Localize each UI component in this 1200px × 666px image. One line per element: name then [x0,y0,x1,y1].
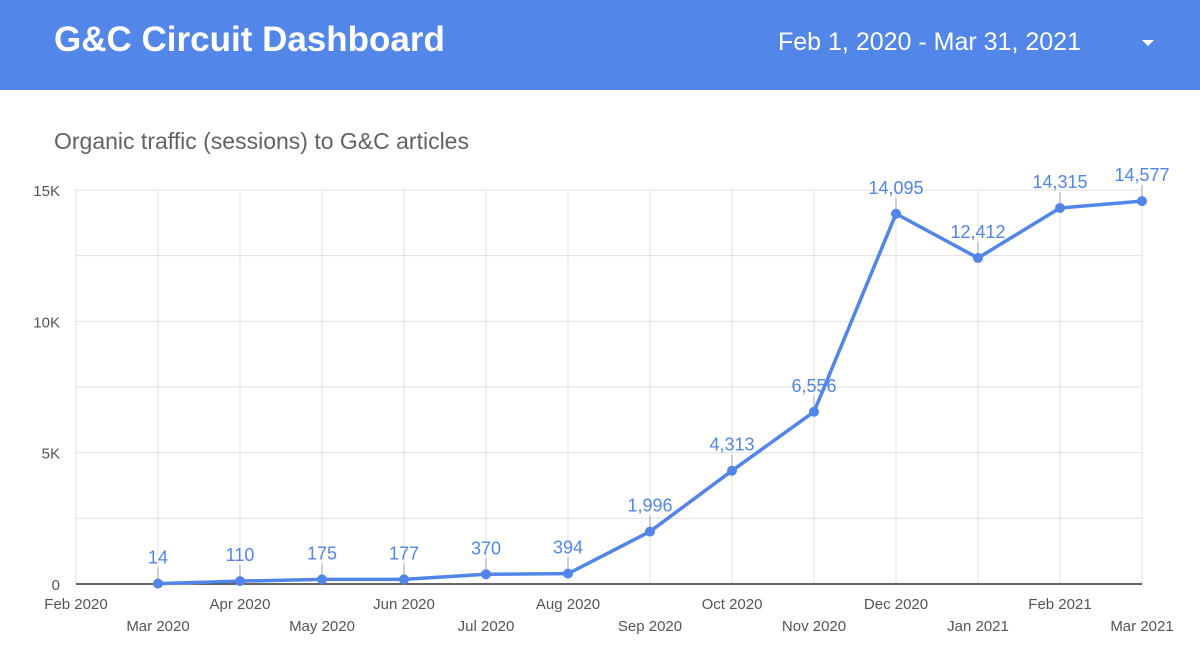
x-tick-label: Dec 2020 [864,596,928,613]
dashboard-header: G&C Circuit Dashboard Feb 1, 2020 - Mar … [0,0,1200,90]
y-tick-label: 5K [42,446,60,463]
x-tick-label: Nov 2020 [782,618,846,635]
x-tick-label: Feb 2021 [1028,596,1091,613]
chart-title: Organic traffic (sessions) to G&C articl… [54,128,469,154]
data-point [973,252,983,263]
data-point [1137,196,1147,207]
data-label: 14,095 [868,178,923,198]
data-point [727,465,737,476]
x-tick-label: Feb 2020 [44,596,107,613]
data-label: 14,577 [1114,165,1169,185]
x-tick-label: Apr 2020 [210,596,271,613]
x-tick-label: Mar 2021 [1110,618,1173,635]
data-label: 6,556 [791,376,836,396]
data-label: 370 [471,538,501,558]
data-label: 177 [389,543,419,563]
data-point [481,569,491,580]
dashboard-title: G&C Circuit Dashboard [54,20,445,59]
y-tick-label: 10K [33,314,60,331]
x-tick-label: Jun 2020 [373,596,435,613]
y-tick-label: 15K [33,183,60,200]
data-point [563,568,573,579]
data-point [153,578,163,589]
data-label: 1,996 [627,496,672,516]
data-point [891,208,901,219]
data-point [399,574,409,585]
x-tick-label: May 2020 [289,618,355,635]
y-tick-label: 0 [52,577,60,594]
data-point [645,526,655,537]
x-tick-label: Aug 2020 [536,596,600,613]
x-tick-label: Sep 2020 [618,618,682,635]
data-label: 394 [553,538,583,558]
data-point [809,406,819,417]
x-tick-label: Jul 2020 [458,618,515,635]
data-label: 4,313 [709,435,754,455]
date-range-picker[interactable]: Feb 1, 2020 - Mar 31, 2021 [778,28,1081,56]
data-label: 175 [307,543,337,563]
x-tick-label: Mar 2020 [126,618,189,635]
data-label: 14 [148,548,168,568]
data-label: 110 [226,545,255,565]
caret-down-icon[interactable] [1142,40,1154,46]
data-point [235,576,245,587]
data-point [1055,202,1065,213]
data-point [317,574,327,585]
x-tick-label: Oct 2020 [702,596,763,613]
data-label: 14,315 [1032,172,1087,192]
x-tick-label: Jan 2021 [947,618,1009,635]
data-label: 12,412 [950,222,1005,242]
